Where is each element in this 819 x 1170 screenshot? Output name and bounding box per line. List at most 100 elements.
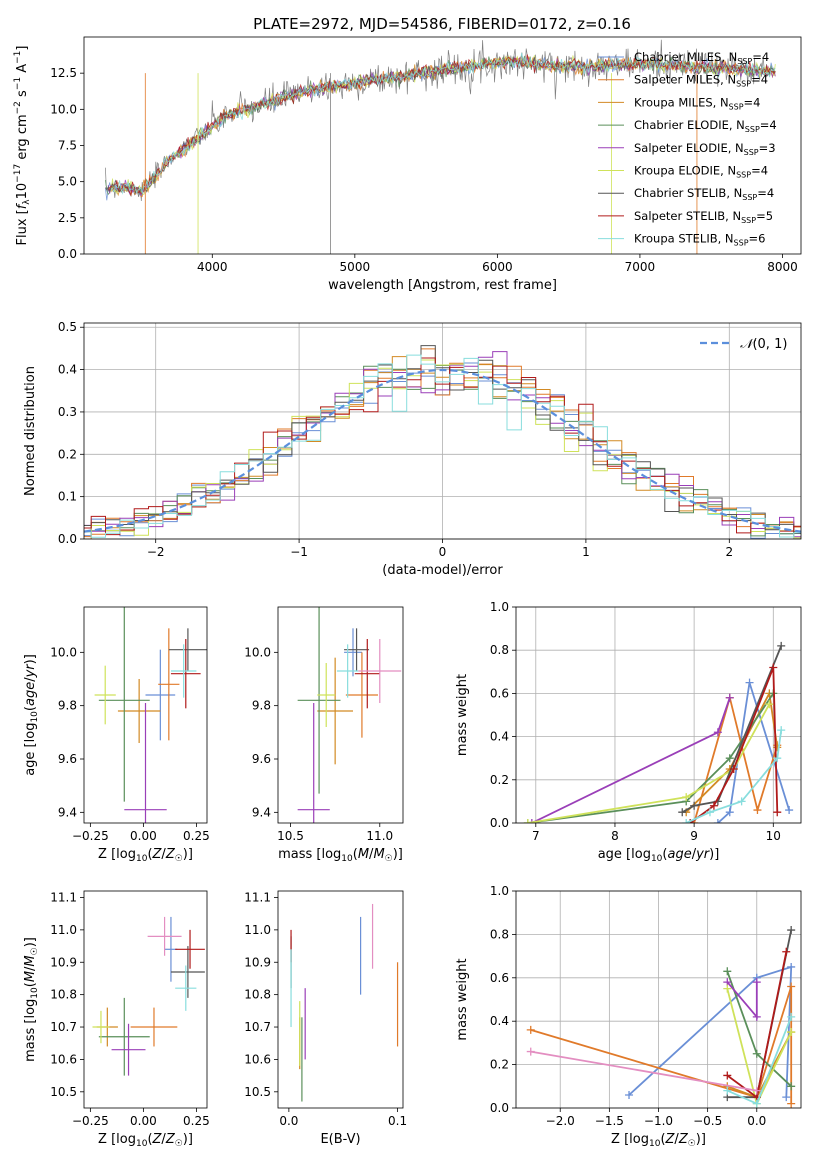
x-tick-label: −0.25 <box>72 1114 109 1128</box>
weight-marker <box>737 797 746 806</box>
y-tick-label: 11.0 <box>244 923 271 937</box>
weight-marker <box>752 1086 761 1095</box>
weight-marker <box>765 700 774 709</box>
y-tick-label: 10.8 <box>50 988 77 1002</box>
x-tick-label: 10 <box>766 829 781 843</box>
weight-marker <box>777 726 786 735</box>
weight-marker <box>787 982 796 991</box>
y-tick-label: 1.0 <box>490 884 509 898</box>
weight-marker <box>752 978 761 987</box>
y-tick-label: 0.3 <box>58 405 77 419</box>
weight-marker <box>787 1082 796 1091</box>
weight-marker <box>787 1012 796 1021</box>
weight-marker <box>723 1086 732 1095</box>
x-tick-label: 11.0 <box>366 829 393 843</box>
weight-marker <box>523 819 532 823</box>
plot-area <box>92 916 205 1076</box>
weight-marker <box>729 765 738 773</box>
x-tick-label: 0.00 <box>130 829 157 843</box>
x-tick-label: −1.5 <box>595 1114 624 1128</box>
chart-weight_vs_Z: −2.0 −1.5 −1.0 −0.5 0.0 0.0 0.2 0.4 0.6 0.8 1.0 Z [… <box>455 884 802 1149</box>
weight-marker <box>782 1093 791 1102</box>
legend-entry: 𝒩(0, 1) <box>740 337 787 352</box>
axes-frame <box>277 890 404 1109</box>
axes-frame <box>83 890 208 1109</box>
x-axis-label: (data-model)/error <box>382 563 503 578</box>
weight-line-1 <box>530 986 793 1104</box>
weight-line-3 <box>527 692 775 823</box>
x-tick-label: 9 <box>690 829 698 843</box>
y-tick-label: 0.6 <box>490 971 509 985</box>
y-tick-label: 10.9 <box>50 955 77 969</box>
y-tick-label: 9.6 <box>252 752 271 766</box>
weight-marker <box>777 641 786 650</box>
y-tick-label: 5.0 <box>58 175 77 189</box>
chart-age_vs_Z: −0.25 0.00 0.25 9.4 9.6 9.8 10.0 Z [log10(Z/Z☉)… <box>23 606 210 864</box>
x-tick-label: 7 <box>532 829 540 843</box>
x-tick-label: −1 <box>290 545 308 559</box>
weight-line-1 <box>693 694 779 823</box>
y-tick-label: 9.4 <box>58 805 77 819</box>
plot-area <box>523 641 794 823</box>
weight-marker <box>773 743 782 752</box>
legend-entry: Salpeter ELODIE, NSSP=3 <box>634 141 776 157</box>
weight-marker <box>752 1012 761 1021</box>
chart-spectrum: 4000 5000 6000 7000 8000 0.0 2.5 5.0 7.5 10.0 12.5… <box>13 36 802 293</box>
weight-marker <box>785 806 794 815</box>
y-axis-label: age [log10(age/yr)] <box>23 654 40 776</box>
y-tick-label: 0.0 <box>490 816 509 830</box>
x-tick-label: 10.5 <box>277 829 304 843</box>
weight-line-9 <box>530 1050 757 1092</box>
weight-line-6 <box>727 929 793 1099</box>
plot-area <box>297 607 402 823</box>
y-tick-label: 10.7 <box>50 1020 77 1034</box>
axes-frame <box>515 606 802 824</box>
weight-marker <box>782 947 791 956</box>
y-tick-label: 0.2 <box>58 447 77 461</box>
weight-marker <box>526 1025 535 1034</box>
x-tick-label: 2 <box>725 545 733 559</box>
legend-entry: Kroupa STELIB, NSSP=6 <box>634 232 765 248</box>
x-tick-label: 0.25 <box>183 829 210 843</box>
weight-marker <box>725 754 734 763</box>
weight-marker <box>682 793 691 802</box>
chart-mass_vs_ebv: 0.0 0.1 10.5 10.6 10.7 10.8 10.9 11.0 11.1 E(B-V) <box>244 890 407 1147</box>
axes-frame <box>83 36 802 255</box>
plot-area <box>84 345 801 539</box>
y-tick-label: 10.6 <box>50 1052 77 1066</box>
plot-area <box>290 903 399 1102</box>
x-tick-label: −2 <box>147 545 165 559</box>
x-axis-label: age [log10(age/yr)] <box>598 847 720 864</box>
y-tick-label: 12.5 <box>50 66 77 80</box>
x-tick-label: 0.0 <box>279 1114 298 1128</box>
histogram-8 <box>84 354 801 538</box>
plot-area <box>94 607 207 823</box>
axes-frame <box>83 606 208 824</box>
x-tick-label: 1 <box>582 545 590 559</box>
weight-marker <box>713 819 722 823</box>
weight-line-6 <box>681 645 783 813</box>
y-tick-label: 0.8 <box>490 927 509 941</box>
legend-entry: Chabrier STELIB, NSSP=4 <box>634 186 774 202</box>
weight-marker <box>526 1047 535 1056</box>
weight-marker <box>769 663 778 672</box>
weight-marker <box>723 1071 732 1080</box>
x-tick-label: 8 <box>611 829 619 843</box>
x-tick-label: −0.25 <box>72 829 109 843</box>
weight-marker <box>709 801 718 810</box>
x-tick-label: 8000 <box>767 260 798 274</box>
chart-mass_vs_Z: −0.25 0.00 0.25 10.5 10.6 10.7 10.8 10.9 11.0 11.… <box>23 890 210 1149</box>
axes-frame <box>83 322 802 540</box>
weight-line-5 <box>527 703 771 823</box>
y-tick-label: 0.2 <box>490 1058 509 1072</box>
y-tick-label: 0.4 <box>490 1014 509 1028</box>
weight-marker <box>682 819 691 823</box>
x-tick-label: 0.0 <box>747 1114 766 1128</box>
plot-area <box>526 926 796 1108</box>
y-tick-label: 10.5 <box>50 1085 77 1099</box>
weight-marker <box>787 1099 796 1108</box>
model-spectrum-7 <box>107 54 776 197</box>
x-tick-label: 0.1 <box>388 1114 407 1128</box>
weight-marker <box>527 819 536 823</box>
